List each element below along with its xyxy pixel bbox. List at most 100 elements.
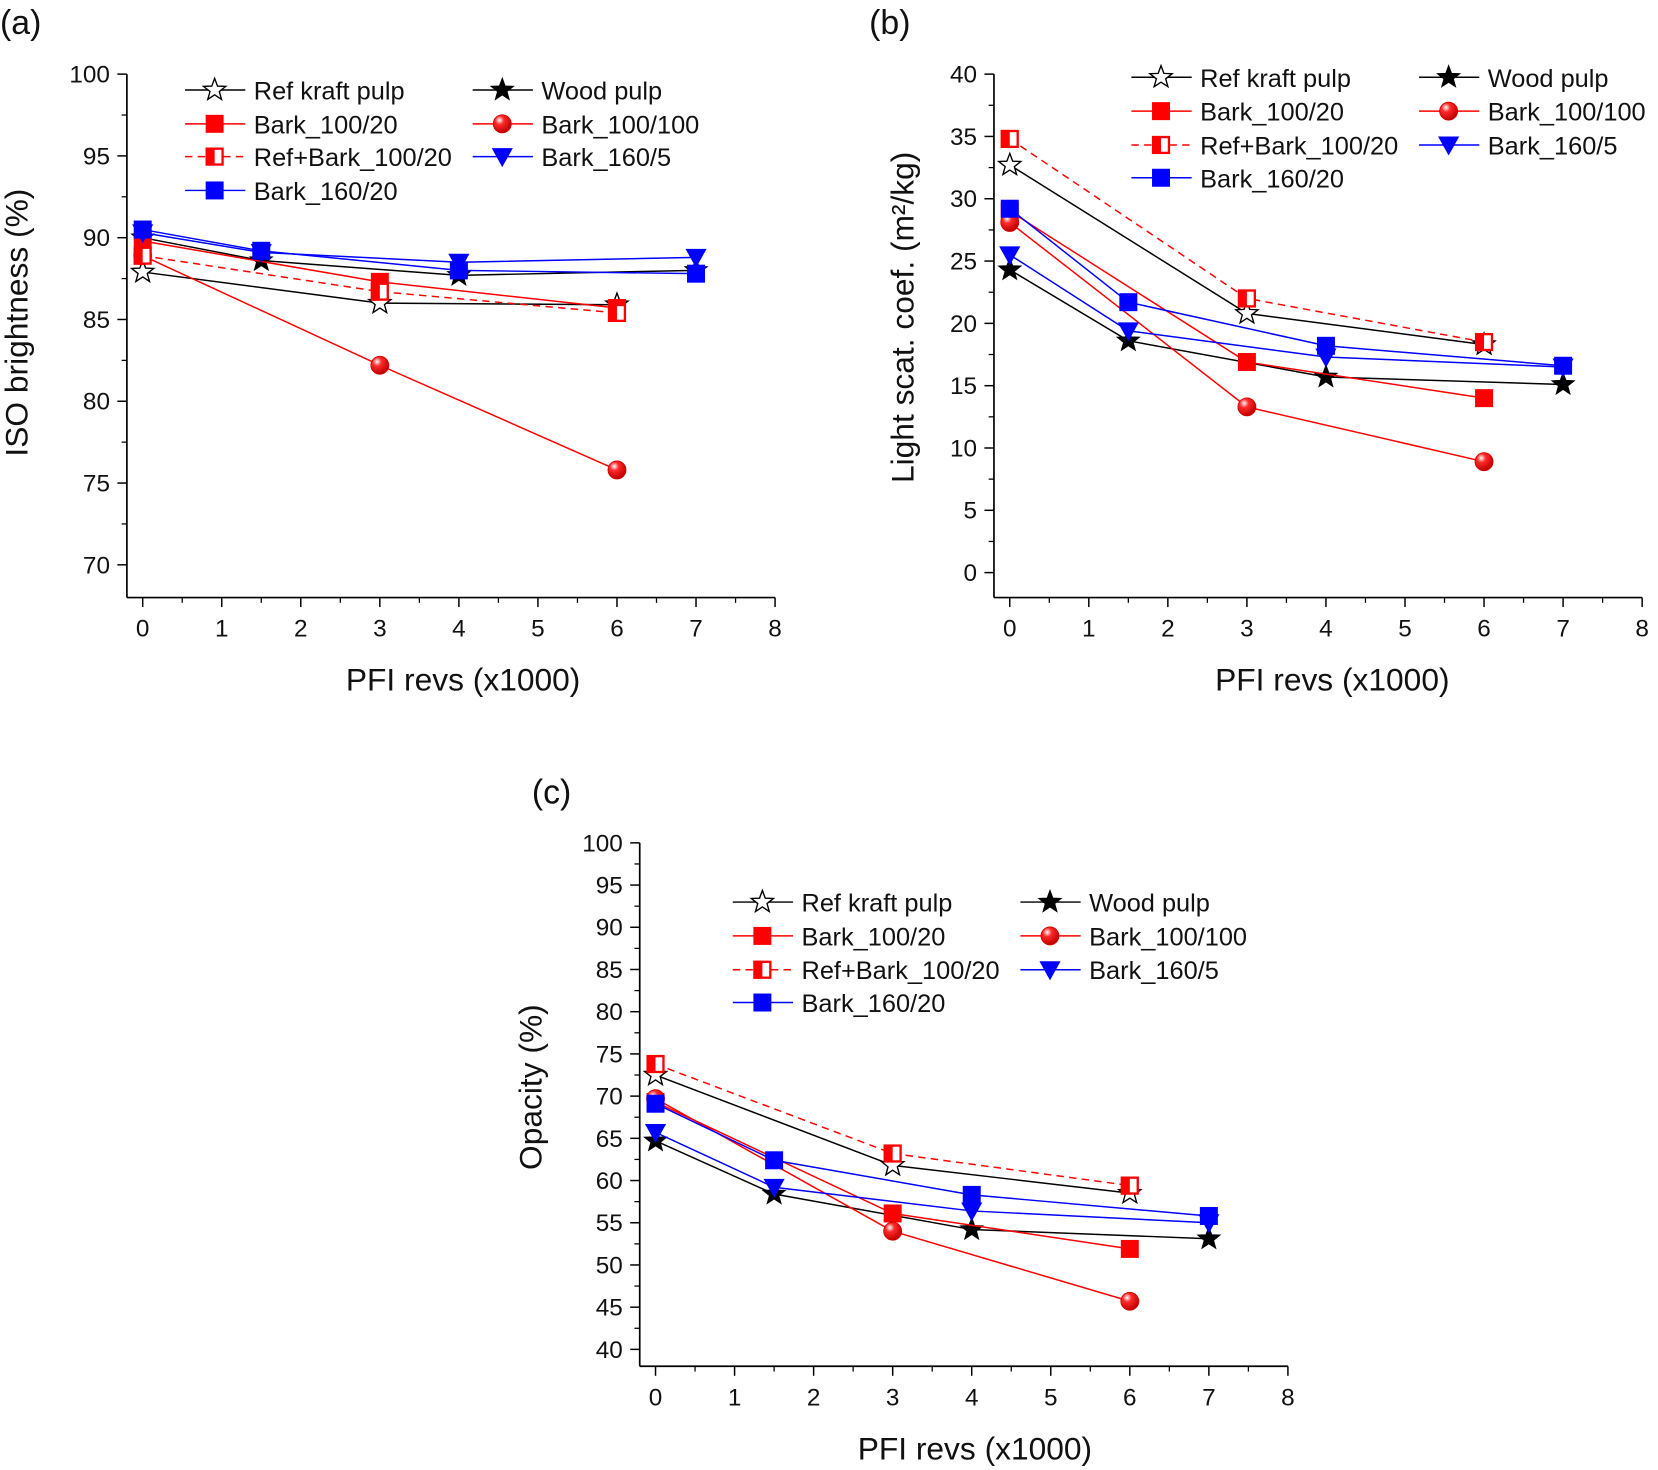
x-tick-label: 3 xyxy=(886,1384,900,1411)
data-point xyxy=(449,261,468,280)
x-tick-label: 8 xyxy=(1281,1384,1295,1411)
data-point xyxy=(646,1054,665,1074)
series-bark-100-100 xyxy=(646,1089,1140,1311)
data-point xyxy=(1199,1207,1218,1225)
legend-label: Ref+Bark_100/20 xyxy=(254,144,452,172)
y-tick-label: 50 xyxy=(596,1252,623,1279)
x-tick-label: 7 xyxy=(689,616,703,643)
legend-label: Wood pulp xyxy=(541,78,662,106)
series-line xyxy=(1009,254,1564,368)
legend-item: Bark_100/100 xyxy=(472,111,699,139)
y-tick-label: 40 xyxy=(596,1337,623,1364)
x-tick-label: 3 xyxy=(1240,616,1254,643)
data-point xyxy=(1119,293,1138,312)
legend-marker xyxy=(753,993,772,1012)
data-point xyxy=(370,355,390,375)
y-tick-label: 55 xyxy=(596,1210,623,1237)
series-bark-160-20 xyxy=(133,220,706,283)
data-point xyxy=(1475,389,1494,408)
legend-marker xyxy=(1152,168,1171,187)
x-tick-label: 1 xyxy=(215,616,229,643)
x-tick-label: 0 xyxy=(136,616,150,643)
y-tick-label: 95 xyxy=(596,873,623,900)
series-ref-bark-100-20 xyxy=(1000,129,1494,352)
y-tick-label: 70 xyxy=(83,552,110,579)
data-point xyxy=(883,1204,902,1223)
legend-item: Bark_160/20 xyxy=(185,178,398,206)
y-tick-label: 95 xyxy=(83,143,110,170)
legend-item: Bark_160/5 xyxy=(472,144,671,172)
y-axis-title: Opacity (%) xyxy=(512,1004,548,1170)
y-tick-label: 100 xyxy=(69,62,110,89)
series-ref-bark-100-20 xyxy=(133,246,627,323)
data-point xyxy=(1237,353,1256,371)
data-point xyxy=(1120,1291,1140,1311)
x-tick-label: 8 xyxy=(1635,616,1649,643)
data-point xyxy=(644,1123,667,1143)
legend-label: Ref+Bark_100/20 xyxy=(1200,132,1398,160)
series-line xyxy=(655,1097,1131,1302)
y-tick-label: 35 xyxy=(950,124,977,151)
legend-item: Bark_160/20 xyxy=(1131,165,1344,193)
marker-fill xyxy=(607,303,617,322)
x-tick-label: 0 xyxy=(649,1384,663,1411)
x-tick-label: 7 xyxy=(1556,616,1570,643)
data-point xyxy=(133,220,152,239)
panel-label: (a) xyxy=(0,4,41,42)
legend-label: Bark_160/5 xyxy=(541,144,671,172)
legend-label: Wood pulp xyxy=(1488,65,1609,93)
legend-marker xyxy=(1436,64,1462,88)
panel-a: (a) 0 1 2 3 4 5 6 7 8 70 75 80 85 90 95 100 PFI revs (x10… xyxy=(0,4,782,698)
y-tick-label: 100 xyxy=(582,830,623,857)
series-line xyxy=(1009,208,1564,367)
x-axis-title: PFI revs (x1000) xyxy=(1215,662,1449,698)
legend-item: Bark_100/20 xyxy=(732,923,945,951)
data-point xyxy=(607,303,627,323)
x-tick-label: 7 xyxy=(1202,1384,1216,1411)
data-point xyxy=(687,264,706,283)
series-line xyxy=(655,1103,1209,1217)
series-line xyxy=(655,1131,1209,1224)
series-line xyxy=(142,232,696,263)
legend-marker xyxy=(205,181,224,200)
data-point xyxy=(1000,129,1019,149)
data-point xyxy=(133,246,152,265)
data-point xyxy=(607,460,627,480)
data-point xyxy=(370,282,389,301)
y-tick-label: 80 xyxy=(596,999,623,1026)
legend-label: Bark_160/20 xyxy=(254,178,398,206)
x-tick-label: 6 xyxy=(610,616,624,643)
y-tick-label: 80 xyxy=(83,389,110,416)
data-point xyxy=(883,1221,903,1241)
legend-item: Bark_100/100 xyxy=(1020,923,1247,951)
legend-label: Ref kraft pulp xyxy=(254,78,405,106)
legend-marker xyxy=(1152,102,1171,121)
x-tick-label: 6 xyxy=(1123,1384,1137,1411)
x-axis-title: PFI revs (x1000) xyxy=(858,1430,1092,1466)
series-line xyxy=(655,1063,1130,1187)
data-point xyxy=(1120,1239,1139,1258)
x-tick-label: 2 xyxy=(807,1384,821,1411)
legend-marker xyxy=(753,960,772,979)
data-point xyxy=(1196,1225,1222,1250)
legend-item: Bark_100/20 xyxy=(185,111,398,139)
data-point xyxy=(999,246,1021,266)
y-tick-label: 60 xyxy=(596,1168,623,1195)
x-tick-label: 4 xyxy=(965,1384,979,1411)
y-tick-label: 10 xyxy=(950,435,977,462)
data-point xyxy=(1234,299,1260,325)
legend-label: Bark_160/20 xyxy=(802,990,946,1018)
marker-fill xyxy=(1120,1176,1130,1195)
y-tick-label: 75 xyxy=(596,1041,623,1068)
marker-fill xyxy=(883,1144,893,1163)
y-tick-label: 5 xyxy=(964,498,978,525)
legend-item: Ref+Bark_100/20 xyxy=(732,957,1000,985)
legend-item: Bark_100/20 xyxy=(1131,99,1344,127)
series-bark-160-5 xyxy=(999,246,1574,378)
series-line xyxy=(1009,221,1485,463)
x-tick-label: 1 xyxy=(1082,616,1096,643)
y-tick-label: 65 xyxy=(596,1126,623,1153)
data-point xyxy=(961,1202,983,1222)
series-bark-160-5 xyxy=(132,224,707,273)
legend-marker xyxy=(1151,135,1171,155)
